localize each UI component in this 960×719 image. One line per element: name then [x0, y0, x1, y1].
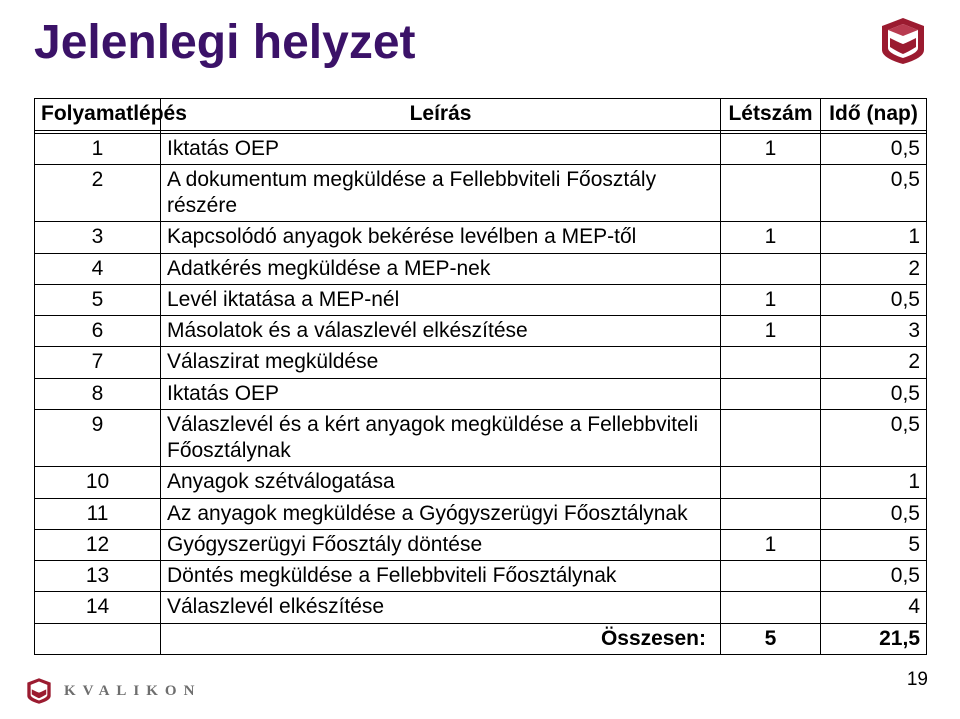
cell-time: 1	[821, 467, 927, 498]
page-title: Jelenlegi helyzet	[34, 18, 926, 68]
cell-time: 0,5	[821, 284, 927, 315]
col-desc: Leírás	[161, 99, 721, 130]
cell-step: 1	[35, 130, 161, 164]
cell-step: 11	[35, 498, 161, 529]
table-row: 10Anyagok szétválogatása 1	[35, 467, 927, 498]
table-row: 1Iktatás OEP10,5	[35, 130, 927, 164]
brand-footer: KVALIKON	[24, 677, 201, 705]
cell-desc: Az anyagok megküldése a Gyógyszerügyi Fő…	[161, 498, 721, 529]
cell-step: 2	[35, 164, 161, 222]
cell-desc: Levél iktatása a MEP-nél	[161, 284, 721, 315]
brand-name: KVALIKON	[64, 683, 201, 700]
col-time: Idő (nap)	[821, 99, 927, 130]
cell-time: 0,5	[821, 130, 927, 164]
slide: Jelenlegi helyzet Folyamatlépés Leírás L…	[0, 0, 960, 719]
cell-step: 3	[35, 222, 161, 253]
cell-desc: Válaszlevél elkészítése	[161, 592, 721, 623]
cell-step: 9	[35, 409, 161, 467]
cell-time: 2	[821, 347, 927, 378]
cell-time: 1	[821, 222, 927, 253]
table-row: 8Iktatás OEP 0,5	[35, 378, 927, 409]
cell-count	[721, 378, 821, 409]
table-row: 4Adatkérés megküldése a MEP-nek 2	[35, 253, 927, 284]
cell-desc: Válaszirat megküldése	[161, 347, 721, 378]
cell-desc: Adatkérés megküldése a MEP-nek	[161, 253, 721, 284]
table-row: 11Az anyagok megküldése a Gyógyszerügyi …	[35, 498, 927, 529]
cell-count	[721, 253, 821, 284]
cell-count: 1	[721, 130, 821, 164]
cell-desc: A dokumentum megküldése a Fellebbviteli …	[161, 164, 721, 222]
cell-desc: Iktatás OEP	[161, 130, 721, 164]
cell-step: 10	[35, 467, 161, 498]
total-time: 21,5	[821, 623, 927, 654]
cell-count: 1	[721, 316, 821, 347]
table-row: 14Válaszlevél elkészítése 4	[35, 592, 927, 623]
cell-step: 12	[35, 529, 161, 560]
cell-step: 5	[35, 284, 161, 315]
cell-step	[35, 623, 161, 654]
table-row: 3Kapcsolódó anyagok bekérése levélben a …	[35, 222, 927, 253]
cell-step: 7	[35, 347, 161, 378]
col-count: Létszám	[721, 99, 821, 130]
table-row: 6Másolatok és a válaszlevél elkészítése1…	[35, 316, 927, 347]
cell-time: 0,5	[821, 409, 927, 467]
cell-desc: Döntés megküldése a Fellebbviteli Főoszt…	[161, 561, 721, 592]
cell-count	[721, 467, 821, 498]
cell-time: 3	[821, 316, 927, 347]
brand-logo-top	[876, 16, 930, 71]
cell-step: 13	[35, 561, 161, 592]
cell-step: 14	[35, 592, 161, 623]
table-row: 5Levél iktatása a MEP-nél10,5	[35, 284, 927, 315]
table-row: 12Gyógyszerügyi Főosztály döntése15	[35, 529, 927, 560]
cell-time: 0,5	[821, 561, 927, 592]
cell-time: 0,5	[821, 498, 927, 529]
process-table: Folyamatlépés Leírás Létszám Idő (nap) 1…	[34, 98, 927, 655]
table-row: 13Döntés megküldése a Fellebbviteli Főos…	[35, 561, 927, 592]
cell-step: 4	[35, 253, 161, 284]
cell-time: 5	[821, 529, 927, 560]
cell-desc: Válaszlevél és a kért anyagok megküldése…	[161, 409, 721, 467]
cell-count	[721, 164, 821, 222]
table-row: 2A dokumentum megküldése a Fellebbviteli…	[35, 164, 927, 222]
cell-time: 4	[821, 592, 927, 623]
page-number: 19	[907, 669, 928, 691]
brand-logo-icon	[24, 677, 54, 705]
table-row: 7Válaszirat megküldése 2	[35, 347, 927, 378]
cell-time: 2	[821, 253, 927, 284]
table-total-row: Összesen:521,5	[35, 623, 927, 654]
cell-time: 0,5	[821, 164, 927, 222]
cell-desc: Másolatok és a válaszlevél elkészítése	[161, 316, 721, 347]
cell-step: 8	[35, 378, 161, 409]
col-step: Folyamatlépés	[35, 99, 161, 130]
cell-desc: Gyógyszerügyi Főosztály döntése	[161, 529, 721, 560]
cell-count: 1	[721, 222, 821, 253]
cell-count	[721, 409, 821, 467]
cell-desc: Kapcsolódó anyagok bekérése levélben a M…	[161, 222, 721, 253]
cell-desc: Iktatás OEP	[161, 378, 721, 409]
total-count: 5	[721, 623, 821, 654]
cell-count	[721, 592, 821, 623]
cell-count	[721, 498, 821, 529]
cell-step: 6	[35, 316, 161, 347]
cell-count: 1	[721, 529, 821, 560]
cell-count	[721, 347, 821, 378]
table-header-row: Folyamatlépés Leírás Létszám Idő (nap)	[35, 99, 927, 130]
cell-time: 0,5	[821, 378, 927, 409]
cell-desc: Anyagok szétválogatása	[161, 467, 721, 498]
cell-count: 1	[721, 284, 821, 315]
cell-count	[721, 561, 821, 592]
total-label: Összesen:	[161, 623, 721, 654]
table-row: 9Válaszlevél és a kért anyagok megküldés…	[35, 409, 927, 467]
